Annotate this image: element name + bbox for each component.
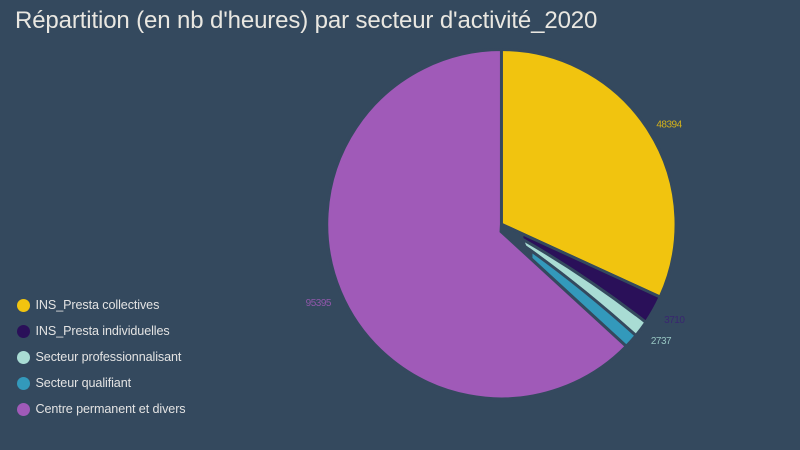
svg-text:2737: 2737 (651, 336, 672, 347)
svg-text:95395: 95395 (306, 298, 332, 309)
svg-text:3710: 3710 (664, 315, 685, 326)
svg-text:48394: 48394 (656, 120, 682, 131)
